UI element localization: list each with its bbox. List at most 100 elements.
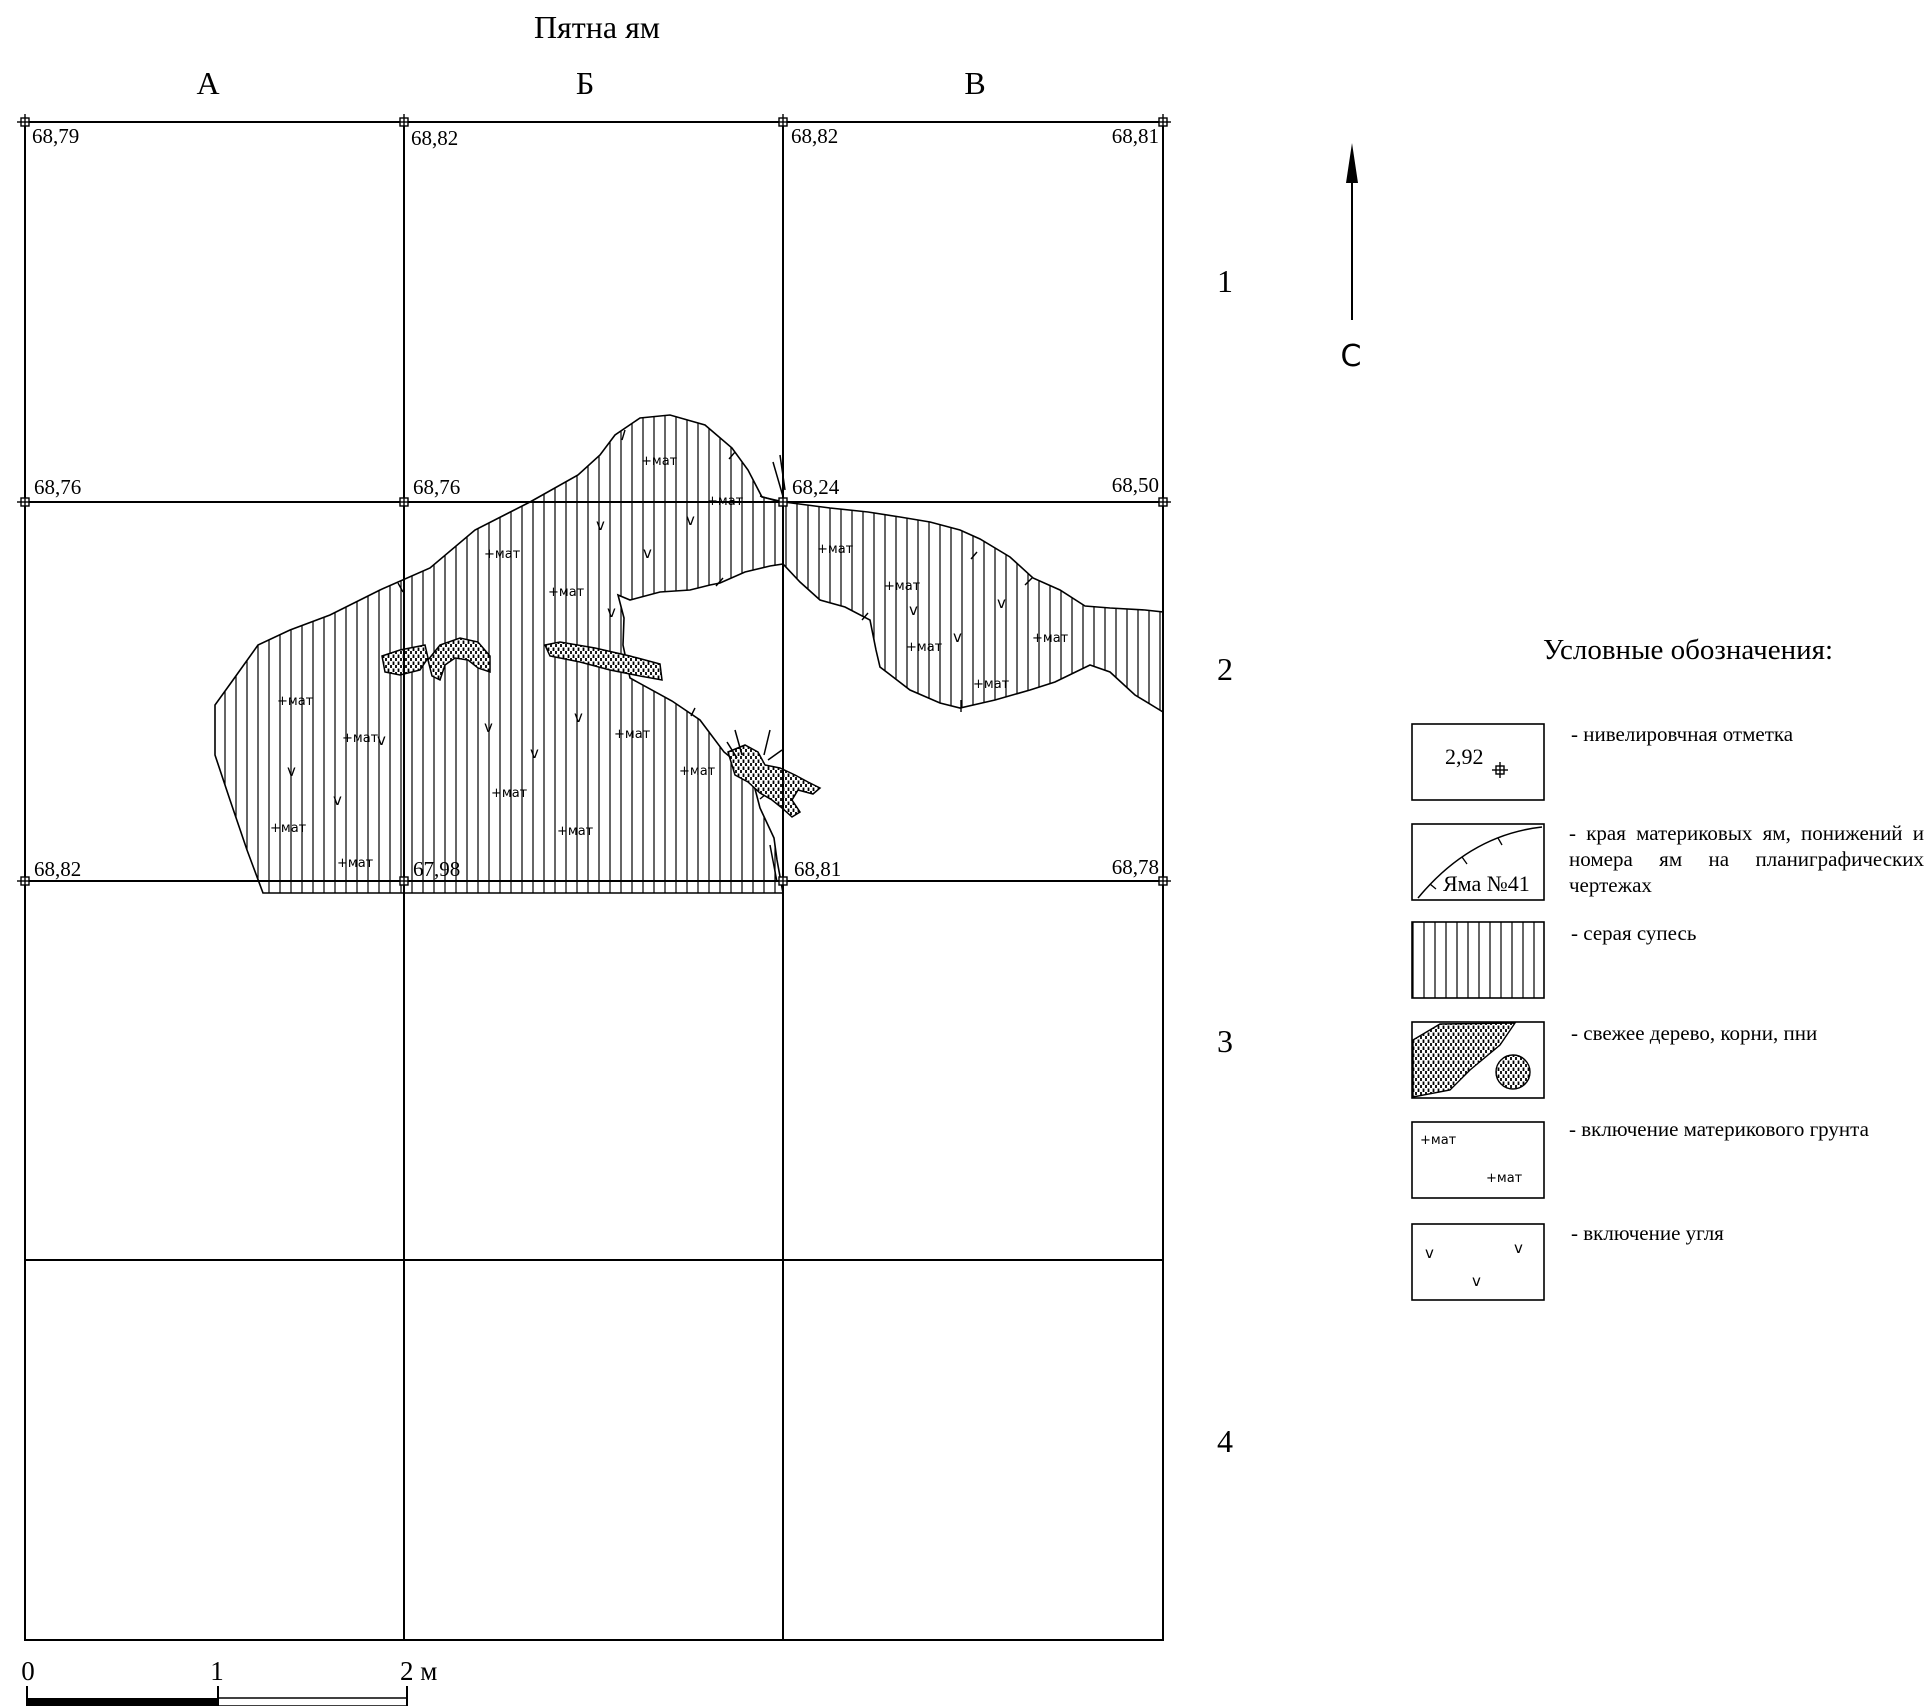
scale-label-2m: 2 м bbox=[400, 1656, 437, 1686]
legend-sample-inclusion: +мат bbox=[1486, 1171, 1523, 1186]
row-label-3: 3 bbox=[1217, 1023, 1233, 1059]
pit-stain-gray-sandy-loam bbox=[214, 414, 1164, 894]
legend-item-gray-sandy-loam: - серая супесь bbox=[1411, 921, 1696, 999]
charcoal-mark: v bbox=[333, 791, 342, 809]
elevation-label: 68,82 bbox=[411, 126, 458, 150]
subsoil-inclusion-mark: +мат bbox=[484, 547, 521, 562]
subsoil-inclusion-mark: +мат bbox=[679, 764, 716, 779]
legend-sample-pit-number: Яма №41 bbox=[1443, 871, 1530, 896]
scale-bar: 0 1 2 м bbox=[21, 1656, 437, 1706]
north-arrow: С bbox=[1341, 143, 1362, 374]
benchmark-marker bbox=[17, 114, 33, 130]
elevation-label: 68,76 bbox=[413, 475, 460, 499]
legend-swatch-pit-edge bbox=[1411, 823, 1545, 901]
elevation-label: 68,81 bbox=[1112, 124, 1159, 148]
subsoil-inclusion-mark: +мат bbox=[817, 542, 854, 557]
subsoil-inclusion-mark: +мат bbox=[884, 579, 921, 594]
pit-edge-ticks bbox=[397, 429, 1033, 800]
benchmark-marker bbox=[17, 873, 33, 889]
legend-text-pit-edges: - края материковых ям, понижений и номер… bbox=[1569, 821, 1924, 897]
scale-label-0: 0 bbox=[21, 1656, 35, 1686]
legend-item-benchmark: 2,92 - нивелировчная отметка bbox=[1411, 722, 1794, 801]
charcoal-mark: v bbox=[596, 516, 605, 534]
legend-swatch-gray-sandy-loam bbox=[1411, 921, 1545, 999]
legend-sample-elevation: 2,92 bbox=[1445, 744, 1484, 769]
subsoil-inclusion-mark: +мат bbox=[491, 786, 528, 801]
subsoil-inclusion-mark: +мат bbox=[614, 727, 651, 742]
elevation-label: 68,50 bbox=[1112, 473, 1159, 497]
legend-item-charcoal-inclusion: v v v - включение угля bbox=[1411, 1221, 1724, 1301]
charcoal-mark: v bbox=[607, 603, 616, 621]
root-fragment-3 bbox=[543, 641, 663, 681]
charcoal-mark: v bbox=[377, 731, 386, 749]
legend-swatch-benchmark bbox=[1411, 723, 1545, 801]
column-label-v: В bbox=[964, 65, 985, 101]
charcoal-mark: v bbox=[484, 718, 493, 736]
scale-segment-empty bbox=[217, 1697, 408, 1706]
subsoil-inclusions: +мат +мат +мат +мат +мат +мат +мат +мат … bbox=[270, 454, 1069, 871]
elevation-label: 67,98 bbox=[413, 857, 460, 881]
charcoal-mark: v bbox=[574, 708, 583, 726]
plan-title: Пятна ям bbox=[534, 9, 660, 45]
legend-text-charcoal-inclusion: - включение угля bbox=[1571, 1221, 1724, 1245]
legend-sample-charcoal: v bbox=[1425, 1244, 1434, 1262]
north-label: С bbox=[1341, 339, 1362, 374]
elevation-label: 68,76 bbox=[34, 475, 81, 499]
charcoal-mark: v bbox=[997, 594, 1006, 612]
elevation-label: 68,82 bbox=[34, 857, 81, 881]
legend-item-pit-edges: Яма №41 - края материковых ям, понижений… bbox=[1411, 821, 1924, 901]
scale-label-1: 1 bbox=[210, 1656, 224, 1686]
elevation-label: 68,78 bbox=[1112, 855, 1159, 879]
charcoal-mark: v bbox=[643, 544, 652, 562]
subsoil-inclusion-mark: +мат bbox=[906, 640, 943, 655]
elevation-label: 68,81 bbox=[794, 857, 841, 881]
legend-text-gray-sandy-loam: - серая супесь bbox=[1571, 921, 1696, 945]
subsoil-inclusion-mark: +мат bbox=[270, 821, 307, 836]
legend-sample-charcoal: v bbox=[1472, 1272, 1481, 1290]
benchmark-marker bbox=[775, 114, 791, 130]
charcoal-mark: v bbox=[909, 601, 918, 619]
legend-text-fresh-wood: - свежее дерево, корни, пни bbox=[1571, 1021, 1817, 1045]
legend: Условные обозначения: 2,92 - нивелировчн… bbox=[1411, 634, 1924, 1301]
column-label-a: А bbox=[196, 65, 219, 101]
legend-swatch-charcoal-inclusion bbox=[1411, 1223, 1545, 1301]
charcoal-inclusions: v v v v v v v v v v v v v bbox=[287, 511, 1006, 809]
excavation-grid bbox=[24, 121, 1164, 1641]
legend-title: Условные обозначения: bbox=[1543, 634, 1833, 666]
row-label-1: 1 bbox=[1217, 263, 1233, 299]
subsoil-inclusion-mark: +мат bbox=[337, 856, 374, 871]
legend-sample-charcoal: v bbox=[1514, 1239, 1523, 1257]
charcoal-mark: v bbox=[530, 744, 539, 762]
charcoal-mark: v bbox=[953, 628, 962, 646]
legend-text-benchmark: - нивелировчная отметка bbox=[1571, 722, 1794, 746]
subsoil-inclusion-mark: +мат bbox=[557, 824, 594, 839]
row-label-4: 4 bbox=[1217, 1423, 1233, 1459]
legend-item-subsoil-inclusion: +мат +мат - включение материкового грунт… bbox=[1411, 1117, 1869, 1199]
elevation-labels: 68,79 68,82 68,82 68,81 68,76 68,76 68,2… bbox=[32, 124, 1159, 881]
elevation-label: 68,79 bbox=[32, 124, 79, 148]
root-stump bbox=[727, 744, 822, 818]
root-fragment-2 bbox=[427, 637, 491, 682]
subsoil-inclusion-mark: +мат bbox=[973, 677, 1010, 692]
row-label-2: 2 bbox=[1217, 651, 1233, 687]
benchmark-marker bbox=[17, 494, 33, 510]
scale-segment-filled bbox=[27, 1698, 218, 1706]
legend-sample-inclusion: +мат bbox=[1420, 1133, 1457, 1148]
charcoal-mark: v bbox=[287, 762, 296, 780]
subsoil-inclusion-mark: +мат bbox=[277, 694, 314, 709]
benchmark-marker bbox=[396, 114, 412, 130]
subsoil-inclusion-mark: +мат bbox=[342, 731, 379, 746]
subsoil-inclusion-mark: +мат bbox=[1032, 631, 1069, 646]
legend-text-subsoil-inclusion: - включение материкового грунта bbox=[1569, 1117, 1869, 1141]
elevation-label: 68,24 bbox=[792, 475, 840, 499]
subsoil-inclusion-mark: +мат bbox=[641, 454, 678, 469]
elevation-label: 68,82 bbox=[791, 124, 838, 148]
benchmark-marker bbox=[396, 494, 412, 510]
legend-item-fresh-wood: - свежее дерево, корни, пни bbox=[1411, 1021, 1817, 1099]
subsoil-inclusion-mark: +мат bbox=[548, 585, 585, 600]
legend-swatch-subsoil-inclusion bbox=[1411, 1121, 1545, 1199]
subsoil-inclusion-mark: +мат bbox=[707, 494, 744, 509]
column-label-b: Б bbox=[576, 65, 594, 101]
charcoal-mark: v bbox=[686, 511, 695, 529]
